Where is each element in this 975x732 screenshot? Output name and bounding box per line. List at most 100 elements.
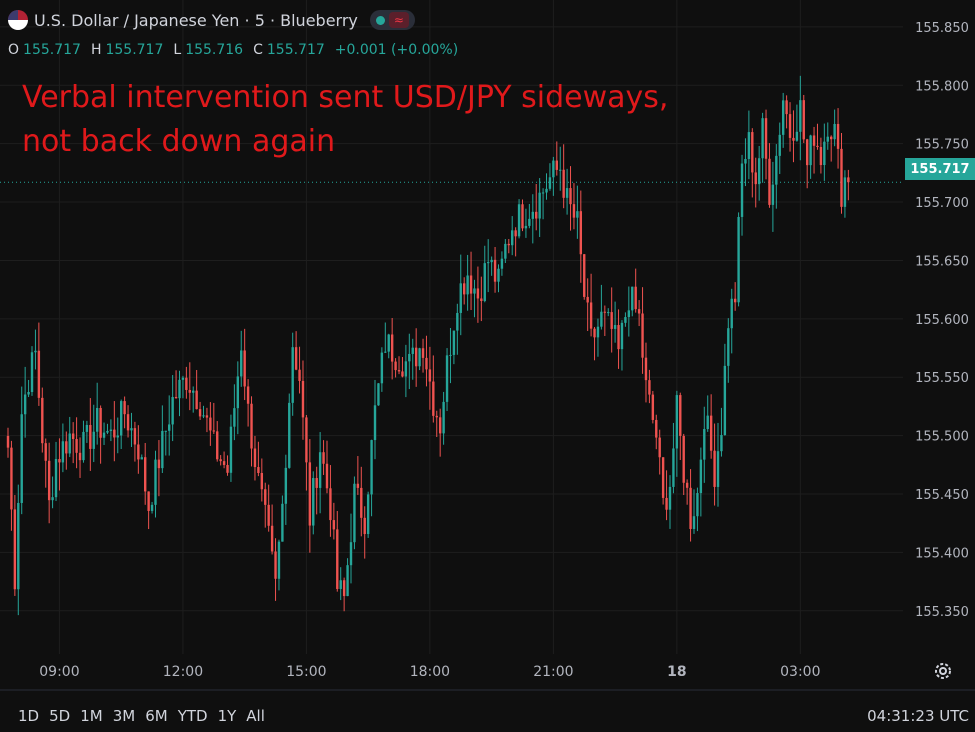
candle-body: [634, 286, 637, 310]
candle-body: [253, 448, 257, 468]
utc-clock[interactable]: 04:31:23 UTC: [867, 707, 969, 725]
candle-body: [34, 350, 37, 353]
candle-body: [366, 494, 370, 535]
candle-body: [414, 347, 418, 367]
candle-body: [830, 136, 833, 140]
candle-body: [785, 100, 788, 115]
candle-body: [480, 298, 483, 302]
candle-body: [500, 258, 504, 269]
low-label: L: [173, 42, 182, 58]
candle-body: [185, 377, 188, 390]
candle-body: [236, 376, 240, 409]
candle-body: [716, 451, 720, 487]
candle-body: [487, 262, 490, 264]
range-ytd-button[interactable]: YTD: [177, 707, 208, 725]
candle-body: [411, 347, 414, 354]
candle-body: [147, 491, 150, 511]
candle-body: [126, 414, 130, 431]
ohlc-legend: O 155.717 H 155.717 L 155.716 C 155.717 +0.0…: [8, 42, 464, 58]
range-6m-button[interactable]: 6M: [145, 707, 168, 725]
candle-body: [569, 188, 572, 205]
candle-body: [168, 424, 171, 431]
range-3m-button[interactable]: 3M: [112, 707, 136, 725]
range-5d-button[interactable]: 5D: [49, 707, 71, 725]
candle-body: [85, 424, 89, 432]
candle-body: [267, 504, 270, 526]
candle-body: [644, 357, 648, 381]
candle-body: [521, 204, 524, 229]
y-tick-label: 155.850: [915, 21, 969, 36]
candle-body: [349, 542, 353, 566]
candle-body: [812, 135, 816, 146]
candle-body: [593, 328, 596, 338]
candle-body: [730, 298, 733, 329]
candle-body: [497, 268, 500, 282]
y-tick-label: 155.600: [915, 313, 969, 328]
annotation-line-1: Verbal intervention sent USD/JPY sideway…: [22, 80, 669, 115]
y-tick-label: 155.800: [915, 79, 969, 94]
candle-body: [6, 435, 10, 448]
current-price-label: 155.717: [905, 158, 975, 180]
range-all-button[interactable]: All: [246, 707, 265, 725]
range-1d-button[interactable]: 1D: [18, 707, 40, 725]
candle-body: [421, 348, 425, 358]
candle-body: [565, 188, 569, 198]
candle-body: [109, 429, 113, 431]
x-tick-label: 21:00: [533, 664, 573, 680]
candle-body: [404, 361, 408, 377]
candle-body: [363, 517, 366, 535]
range-1m-button[interactable]: 1M: [80, 707, 103, 725]
x-tick-label: 09:00: [39, 664, 79, 680]
candle-body: [493, 259, 497, 282]
symbol-title[interactable]: U.S. Dollar / Japanese Yen · 5 · Blueber…: [34, 10, 358, 30]
candle-body: [274, 551, 277, 579]
annotation-text: Verbal intervention sent USD/JPY sideway…: [22, 76, 668, 164]
candle-body: [106, 430, 109, 433]
price-axis[interactable]: 155.350 155.400 155.450 155.500 155.550 155.6…: [915, 21, 969, 620]
candle-body: [291, 347, 294, 403]
candle-body: [243, 350, 246, 387]
candle-body: [65, 441, 68, 454]
candle-body: [727, 328, 730, 366]
candle-body: [92, 431, 95, 449]
candle-body: [315, 478, 318, 488]
candle-body: [99, 407, 102, 438]
x-tick-label: 15:00: [286, 664, 326, 680]
candle-body: [559, 169, 562, 171]
candle-body: [613, 325, 617, 329]
candle-body: [617, 325, 620, 350]
candle-body: [342, 580, 346, 597]
candle-body: [768, 158, 771, 205]
candle-body: [816, 145, 819, 147]
candle-body: [373, 405, 377, 441]
time-axis[interactable]: 09:00 12:00 15:00 18:00 21:00 18 03:00: [39, 664, 820, 680]
candle-body: [68, 433, 71, 454]
candle-body: [624, 317, 627, 323]
candle-body: [240, 350, 243, 377]
candle-body: [301, 380, 305, 418]
candle-body: [346, 565, 349, 597]
candle-body: [288, 402, 291, 468]
status-pill[interactable]: ≈: [369, 10, 415, 30]
range-1y-button[interactable]: 1Y: [217, 707, 237, 725]
candle-body: [548, 177, 552, 189]
candle-body: [397, 370, 401, 372]
candle-body: [637, 309, 641, 314]
candle-body: [370, 440, 373, 495]
candle-body: [212, 430, 215, 432]
settings-gear-icon[interactable]: [932, 660, 954, 682]
candle-body: [819, 146, 823, 166]
candle-body: [356, 483, 360, 488]
candle-body: [552, 160, 555, 178]
candle-body: [541, 192, 545, 194]
candle-body: [123, 401, 126, 415]
candle-body: [699, 459, 703, 494]
candle-body: [847, 177, 850, 183]
candle-body: [805, 139, 809, 166]
candle-body: [205, 415, 209, 418]
candle-body: [23, 394, 27, 415]
candle-body: [250, 403, 253, 449]
high-value: 155.717: [105, 42, 164, 58]
candle-body: [171, 396, 174, 425]
